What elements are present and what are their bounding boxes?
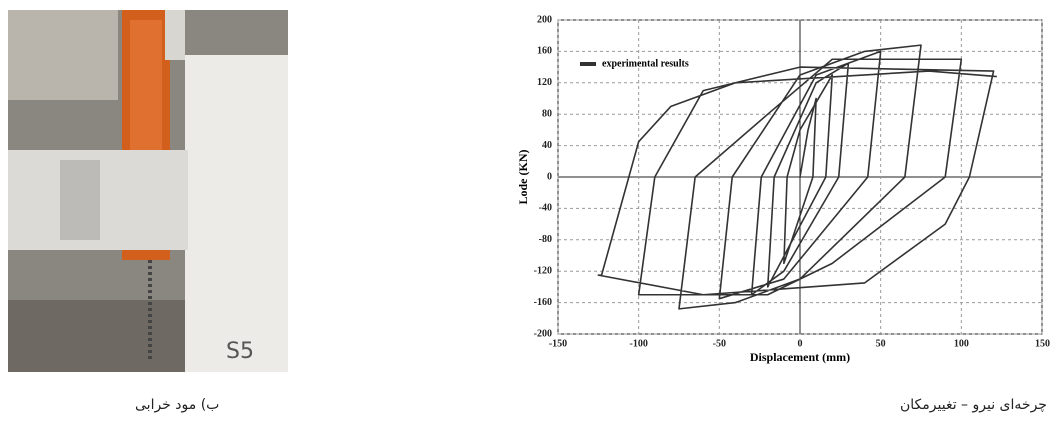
x-tick-label: -50 <box>713 338 726 349</box>
y-tick-label: -120 <box>534 265 552 276</box>
y-tick-label: 200 <box>537 14 552 25</box>
y-axis-label: Lode (KN) <box>516 150 530 205</box>
y-tick-label: 80 <box>542 108 552 119</box>
x-tick-label: 0 <box>798 338 803 349</box>
caption: الف) منحنی چرخه‌ای نیرو – تغییرمکان <box>900 397 1051 413</box>
y-tick-label: -80 <box>539 234 552 245</box>
chart: -200 -160 -120 -80 -40 0 40 80 120 160 200 -150 -100… <box>516 14 1050 363</box>
photo: S5 <box>8 10 288 372</box>
y-tick-label: -160 <box>534 297 552 308</box>
caption: ب) مود خرابی <box>135 397 219 413</box>
y-tick-label: -200 <box>534 328 552 339</box>
data-line <box>597 44 997 310</box>
y-tick-label: 120 <box>537 77 552 88</box>
photo-buckle <box>60 160 100 240</box>
y-tick-label: -40 <box>539 203 552 214</box>
x-tick-label: 150 <box>1035 338 1050 349</box>
legend-label: experimental results <box>602 58 689 69</box>
x-tick-label: -100 <box>629 338 647 349</box>
y-tick-label: 0 <box>547 171 552 182</box>
y-tick-label: 40 <box>542 140 552 151</box>
photo-label: S5 <box>226 339 254 364</box>
x-axis-label: Displacement (mm) <box>750 350 850 364</box>
x-tick-label: -150 <box>549 338 567 349</box>
photo-slab <box>185 55 288 372</box>
x-tick-label: 100 <box>954 338 969 349</box>
photo-top-plate <box>165 10 185 60</box>
photo-wall <box>8 10 118 100</box>
y-tick-label: 160 <box>537 46 552 57</box>
x-tick-label: 50 <box>876 338 886 349</box>
